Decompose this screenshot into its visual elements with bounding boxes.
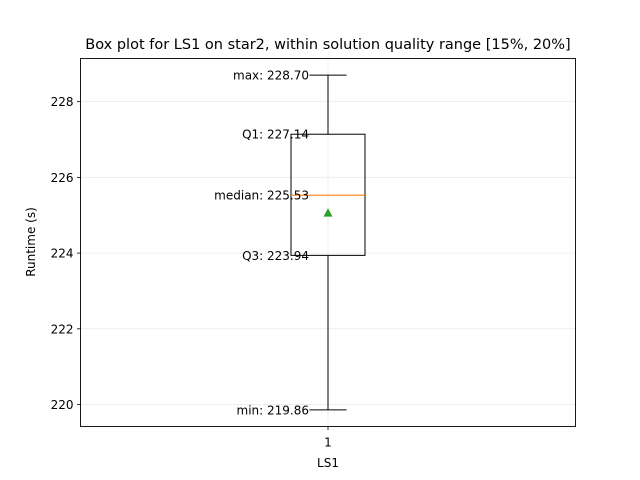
y-tick-label: 228	[51, 95, 74, 109]
annotation-label: Q3: 223.94	[242, 249, 309, 263]
annotations: max: 228.70 Q1: 227.14 median: 225.53 Q3: 2…	[214, 69, 309, 418]
y-tick-label: 220	[51, 398, 74, 412]
chart-title: Box plot for LS1 on star2, within soluti…	[85, 37, 570, 53]
y-tick-label: 224	[51, 247, 74, 261]
x-axis: 1	[324, 426, 332, 450]
x-axis-label: LS1	[317, 456, 339, 470]
plot-area	[290, 74, 366, 411]
x-tick-label: 1	[324, 436, 332, 450]
y-axis-label: Runtime (s)	[24, 207, 38, 277]
annotation-label: Q1: 227.14	[242, 128, 309, 142]
annotation-label: max: 228.70	[233, 69, 309, 83]
mean-marker	[323, 208, 333, 217]
y-tick-label: 226	[51, 171, 74, 185]
annotation-label: median: 225.53	[214, 189, 309, 203]
y-axis: 220 222 224 226 228	[51, 95, 81, 412]
annotation-label: min: 219.86	[237, 403, 309, 417]
y-tick-label: 222	[51, 322, 74, 336]
